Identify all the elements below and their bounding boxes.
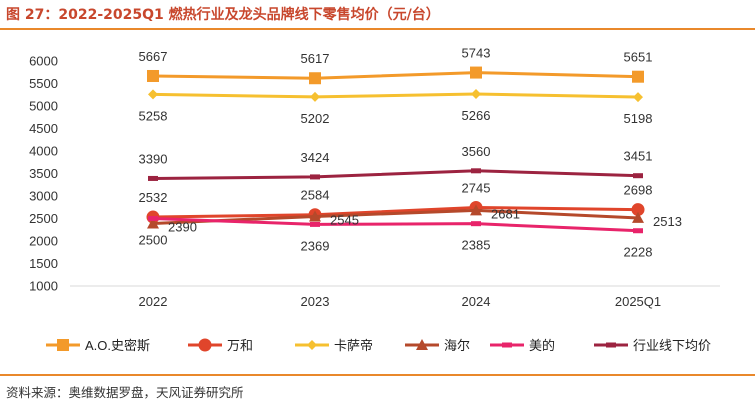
y-tick-label: 5000 xyxy=(29,99,58,114)
data-label: 2385 xyxy=(462,238,491,253)
data-point xyxy=(633,228,643,234)
data-label: 3424 xyxy=(301,150,330,165)
series-line xyxy=(152,169,639,180)
source-note: 资料来源：奥维数据罗盘，天风证券研究所 xyxy=(6,385,244,400)
data-point xyxy=(471,89,481,100)
data-point xyxy=(147,69,159,82)
legend-label: 海尔 xyxy=(444,338,470,353)
data-point xyxy=(471,221,481,227)
data-point xyxy=(633,92,643,103)
x-tick-label: 2025Q1 xyxy=(615,294,661,309)
data-label: 2228 xyxy=(624,245,653,260)
x-tick-label: 2023 xyxy=(301,294,330,309)
line-chart: 1000 1500 2000 2500 3000 3500 4000 4500 5000 5500… xyxy=(29,46,720,353)
data-label: 5266 xyxy=(462,108,491,123)
legend-label: 行业线下均价 xyxy=(633,338,711,353)
data-point xyxy=(633,173,643,179)
data-label: 2500 xyxy=(139,233,168,248)
data-label: 2513 xyxy=(653,214,682,229)
y-tick-label: 4000 xyxy=(29,144,58,159)
data-label: 5651 xyxy=(624,50,653,65)
y-tick-label: 1000 xyxy=(29,279,58,294)
figure-title: 图 27：2022-2025Q1 燃热行业及龙头品牌线下零售均价（元/台） xyxy=(6,7,440,23)
legend-label: 卡萨帝 xyxy=(334,338,373,353)
data-point xyxy=(632,70,644,83)
data-label: 5202 xyxy=(301,111,330,126)
data-point xyxy=(470,204,482,216)
y-tick-label: 3000 xyxy=(29,189,58,204)
legend-marker xyxy=(502,342,512,348)
x-tick-label: 2022 xyxy=(139,294,168,309)
series-line xyxy=(152,71,639,80)
y-tick-label: 3500 xyxy=(29,166,58,181)
data-point xyxy=(147,217,159,229)
y-tick-label: 5500 xyxy=(29,76,58,91)
data-label: 2698 xyxy=(624,183,653,198)
data-point xyxy=(310,174,320,180)
data-label: 2681 xyxy=(491,206,520,221)
data-point xyxy=(471,168,481,174)
legend-label: A.O.史密斯 xyxy=(85,338,150,353)
data-point xyxy=(470,66,482,79)
y-tick-label: 6000 xyxy=(29,54,58,69)
bottom-rule xyxy=(0,374,755,376)
series-line xyxy=(152,92,639,99)
y-tick-label: 4500 xyxy=(29,121,58,136)
legend-marker xyxy=(606,342,616,348)
data-point xyxy=(310,221,320,227)
y-tick-label: 2500 xyxy=(29,211,58,226)
data-label: 2545 xyxy=(330,212,359,227)
data-label: 3451 xyxy=(624,149,653,164)
data-point xyxy=(631,203,645,217)
legend-label: 美的 xyxy=(529,338,555,353)
series-line xyxy=(152,205,639,219)
series-line xyxy=(152,217,639,233)
top-rule xyxy=(0,28,755,30)
data-point xyxy=(632,211,644,223)
legend-marker xyxy=(307,340,317,350)
data-label: 5617 xyxy=(301,51,330,66)
legend-marker xyxy=(416,339,428,350)
data-label: 2745 xyxy=(462,180,491,195)
data-label: 2532 xyxy=(139,190,168,205)
data-label: 5743 xyxy=(462,46,491,61)
x-tick-label: 2024 xyxy=(462,294,491,309)
legend-marker xyxy=(57,339,69,351)
data-label: 2369 xyxy=(301,238,330,253)
data-label: 2584 xyxy=(301,188,330,203)
data-point xyxy=(148,89,158,100)
data-point xyxy=(148,216,158,221)
data-label: 3560 xyxy=(462,144,491,159)
data-point xyxy=(310,91,320,102)
legend-marker xyxy=(198,338,212,352)
y-tick-label: 1500 xyxy=(29,256,58,271)
data-label: 5258 xyxy=(139,108,168,123)
data-label: 5667 xyxy=(139,49,168,64)
data-label: 3390 xyxy=(139,151,168,166)
data-label: 5198 xyxy=(624,111,653,126)
data-label: 2390 xyxy=(168,219,197,234)
legend-label: 万和 xyxy=(227,338,253,353)
data-point xyxy=(148,175,158,181)
data-point xyxy=(309,210,321,222)
y-tick-label: 2000 xyxy=(29,234,58,249)
data-point xyxy=(309,72,321,85)
